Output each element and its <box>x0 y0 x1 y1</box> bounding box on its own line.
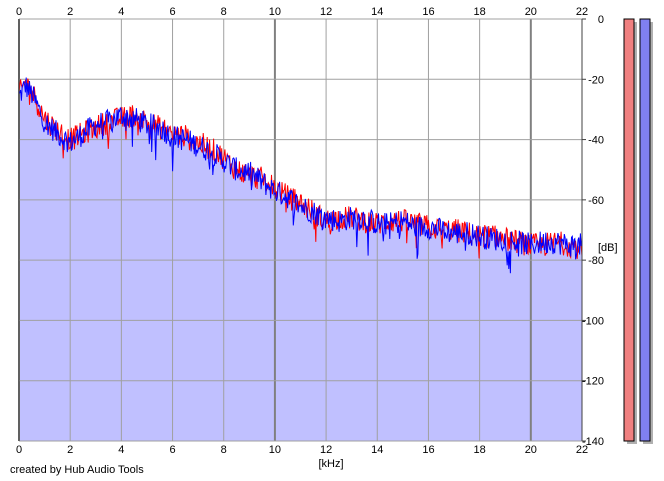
x-tick-label-bottom: 2 <box>67 444 73 456</box>
x-axis-top-ticks: 0 2 4 6 8 10 12 14 16 18 20 22 <box>16 6 588 18</box>
y-tick-label: 0 <box>598 14 604 26</box>
x-tick-label-bottom: 4 <box>118 444 124 456</box>
x-tick-label-top: 8 <box>221 6 227 18</box>
x-tick-label-top: 6 <box>169 6 175 18</box>
spectrum-series <box>18 77 583 274</box>
x-tick-label-bottom: 22 <box>576 444 588 456</box>
spectrum-fill-area <box>19 77 582 441</box>
x-tick-label-top: 20 <box>525 6 537 18</box>
x-tick-label-bottom: 0 <box>16 444 22 456</box>
x-tick-label-top: 2 <box>67 6 73 18</box>
x-tick-label-bottom: 18 <box>474 444 486 456</box>
y-tick-label: -140 <box>582 436 604 448</box>
x-tick-label-top: 22 <box>576 6 588 18</box>
credit-text: created by Hub Audio Tools <box>10 464 144 476</box>
y-axis-label: [dB] <box>598 242 618 254</box>
y-tick-label: -120 <box>582 376 604 388</box>
x-tick-label-top: 4 <box>118 6 124 18</box>
x-tick-label-bottom: 12 <box>320 444 332 456</box>
level-meter-bar <box>623 18 635 442</box>
y-tick-label: -60 <box>588 195 604 207</box>
plot-frame <box>18 19 583 441</box>
x-tick-label-bottom: 16 <box>422 444 434 456</box>
y-tick-label: -40 <box>588 135 604 147</box>
spectrum-fill <box>19 77 582 441</box>
x-tick-label-top: 14 <box>371 6 383 18</box>
level-meter-bar <box>639 18 651 442</box>
x-tick-label-top: 12 <box>320 6 332 18</box>
x-axis-bottom-ticks: 0 2 4 6 8 10 12 14 16 18 20 22 <box>16 444 588 456</box>
x-tick-label-top: 16 <box>422 6 434 18</box>
y-tick-label: -80 <box>588 255 604 267</box>
y-axis-right-ticks: 0 -20 -40 -60 -80 -100 -120 -140 <box>582 14 604 448</box>
x-axis-label: [kHz] <box>318 458 343 470</box>
y-tick-label: -20 <box>588 74 604 86</box>
x-tick-label-bottom: 10 <box>269 444 281 456</box>
x-tick-label-top: 0 <box>16 6 22 18</box>
x-tick-label-top: 18 <box>474 6 486 18</box>
level-meters <box>623 18 653 444</box>
x-tick-label-bottom: 8 <box>221 444 227 456</box>
y-tick-label: -100 <box>582 315 604 327</box>
x-tick-label-bottom: 6 <box>169 444 175 456</box>
x-tick-label-bottom: 14 <box>371 444 383 456</box>
x-tick-label-top: 10 <box>269 6 281 18</box>
x-tick-label-bottom: 20 <box>525 444 537 456</box>
series-line-blue <box>18 77 583 274</box>
